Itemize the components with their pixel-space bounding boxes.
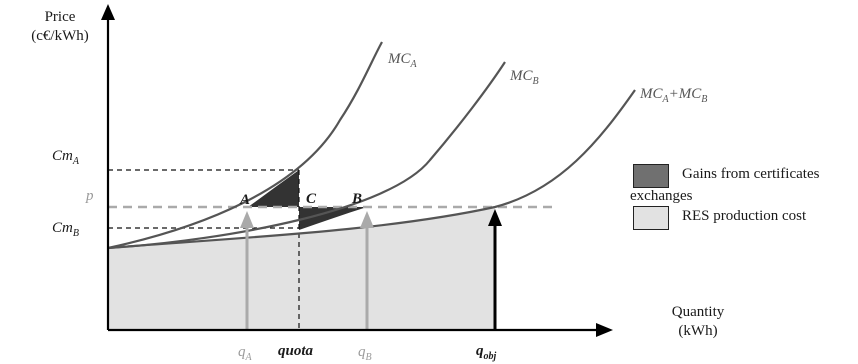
- point-a-label: A: [239, 192, 250, 208]
- point-c-label: C: [306, 191, 317, 207]
- legend-res-swatch: [633, 206, 669, 230]
- legend-gains-text: Gains from certificates: [682, 166, 820, 182]
- mc-a-label: MCA: [387, 51, 418, 70]
- mc-b-label: MCB: [509, 68, 539, 87]
- mc-sum-label: MCA+MCB: [639, 86, 707, 105]
- y-axis-title-line1: Price: [44, 9, 76, 25]
- legend-gains-text-cont: exchanges: [630, 188, 693, 204]
- point-b-label: B: [351, 191, 362, 207]
- q-a-arrow-head: [240, 211, 254, 228]
- quota-label: quota: [278, 343, 314, 359]
- x-axis-title-line1: Quantity: [671, 304, 725, 320]
- q-b-label: qB: [358, 344, 372, 363]
- cm-b-label: CmB: [52, 220, 79, 239]
- q-b-arrow-head: [360, 211, 374, 228]
- cm-a-label: CmA: [52, 148, 80, 167]
- q-a-label: qA: [238, 344, 253, 363]
- x-axis-title-line2: (kWh): [678, 323, 718, 339]
- q-obj-label: qobj: [476, 343, 497, 362]
- mc-b-curve: [107, 61, 506, 250]
- y-axis-title: Price (c€/kWh): [14, 8, 106, 46]
- p-label: p: [85, 188, 94, 204]
- legend-gains-swatch: [633, 164, 669, 188]
- y-axis-arrowhead: [101, 4, 115, 20]
- mc-a-curve: [107, 41, 383, 250]
- q-obj-arrow-head: [488, 209, 502, 226]
- mc-sum-curve: [107, 89, 636, 250]
- res-production-cost-area: [108, 207, 495, 330]
- legend-res-text: RES production cost: [682, 208, 807, 224]
- gains-triangle-b: [299, 207, 367, 230]
- x-axis-title: Quantity (kWh): [640, 303, 756, 341]
- gains-triangle-a: [248, 170, 299, 207]
- x-axis-arrowhead: [596, 323, 613, 337]
- y-axis-title-line2: (c€/kWh): [31, 28, 89, 44]
